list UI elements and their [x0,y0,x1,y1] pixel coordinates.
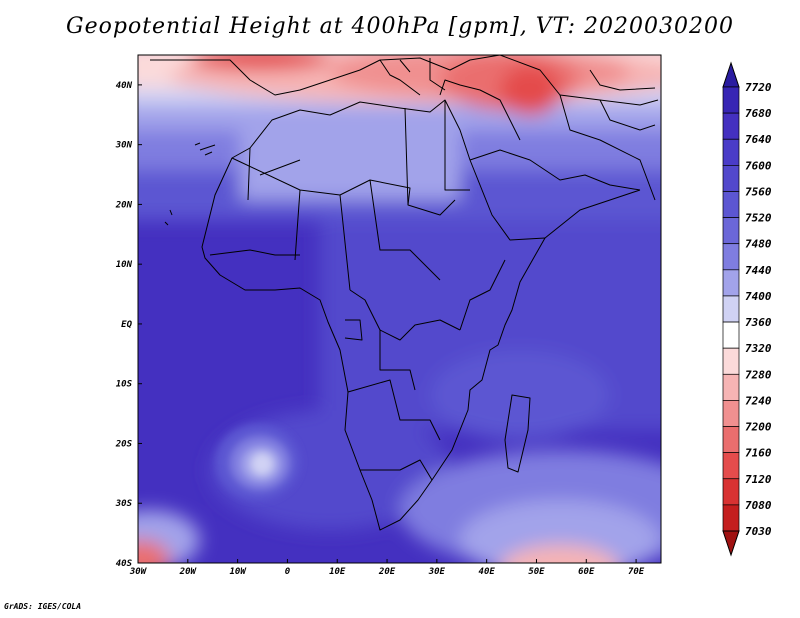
colorbar-label: 7080 [745,499,772,512]
lat-tick-label: 40N [116,81,133,91]
colorbar-swatch [722,86,740,114]
lat-tick-label: 10S [116,380,133,390]
lat-tick-label: 40S [116,559,133,569]
colorbar-label: 7030 [745,525,772,538]
longitude-ticks: 30W 20W 10W 0 10E 20E 30E 40E 50E 60E 70E [129,559,645,577]
colorbar-label: 7400 [745,290,772,303]
lon-tick-label: 10W [229,567,247,577]
colorbar-label: 7320 [745,342,772,355]
colorbar-swatch [722,217,740,245]
colorbar-label: 7280 [745,368,772,381]
colorbar-label: 7440 [745,264,772,277]
country-borders [150,55,659,531]
lon-tick-label: 10E [329,567,346,577]
colorbar-swatch [722,138,740,166]
colorbar-label: 7200 [745,421,772,434]
colorbar-label: 7240 [745,394,772,407]
colorbar-label: 7600 [745,159,772,172]
colorbar-swatch [722,426,740,453]
colorbar-swatch [722,243,740,271]
height-field [138,55,661,563]
grads-credit: GrADS: IGES/COLA [4,602,82,611]
colorbar-label: 7520 [745,212,772,225]
colorbar-label: 7120 [745,473,772,486]
lon-tick-label: 60E [578,567,595,577]
lon-tick-label: 70E [628,567,645,577]
lat-tick-label: 30N [115,141,133,151]
colorbar-swatch [722,295,740,323]
colorbar-swatch [722,347,740,375]
lat-tick-label: 30S [115,499,133,509]
colorbar-label: 7480 [745,238,772,251]
colorbar-swatch [722,452,740,480]
lat-tick-label: 10N [116,260,133,270]
lon-tick-label: 20E [378,567,396,577]
colorbar-label: 7360 [745,316,772,329]
colorbar-label: 7720 [745,81,772,94]
colorbar: 7720 7680 7640 7600 7560 7520 7480 7440 7400 7360… [722,61,772,557]
lon-tick-label: 40E [479,567,496,577]
latitude-ticks: 40N 30N 20N 10N EQ 10S 20S 30S 40S [115,81,142,569]
lon-tick-label: 0 [285,567,291,577]
lat-tick-label: EQ [121,320,132,330]
lon-tick-label: 30E [428,567,446,577]
chart-title: Geopotential Height at 400hPa [gpm], VT:… [66,14,734,39]
colorbar-swatch [722,165,740,192]
colorbar-label: 7680 [745,107,772,120]
colorbar-swatch [722,400,740,427]
colorbar-label: 7560 [745,185,772,198]
colorbar-swatch [722,191,740,218]
colorbar-top-arrow [722,61,740,88]
colorbar-swatch [722,321,740,349]
colorbar-label: 7160 [745,447,772,460]
colorbar-label: 7640 [745,133,772,146]
colorbar-bottom-arrow [722,530,740,557]
lon-tick-label: 20W [179,567,198,577]
lon-tick-label: 30W [129,567,148,577]
colorbar-swatch [722,478,740,506]
colorbar-swatch [722,112,740,140]
colorbar-swatch [722,373,740,401]
lat-tick-label: 20N [115,200,133,210]
plot-frame [137,54,662,564]
colorbar-swatch [722,269,740,297]
lon-tick-label: 50E [528,567,545,577]
lat-tick-label: 20S [115,439,133,449]
colorbar-swatch [722,504,740,532]
